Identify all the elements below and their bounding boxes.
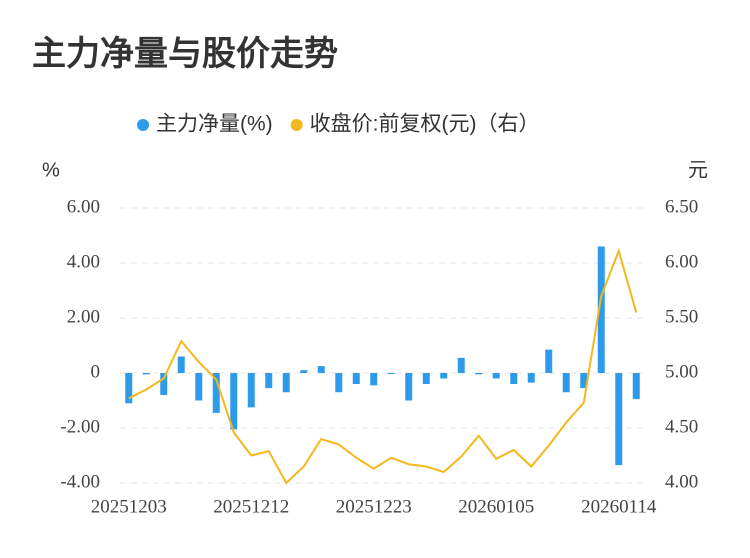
y2-tick-label: 4.00 — [665, 471, 698, 492]
bar — [282, 373, 290, 393]
price-line — [128, 247, 638, 485]
bar — [177, 356, 185, 373]
bar — [195, 373, 203, 401]
bar — [457, 357, 465, 373]
chart-title: 主力净量与股价走势 — [32, 35, 338, 73]
y-tick-label: -2.00 — [60, 416, 100, 437]
y2-tick-label: 5.00 — [665, 361, 698, 382]
bar — [580, 373, 588, 389]
bar — [510, 373, 518, 384]
bar — [352, 373, 360, 384]
bar — [440, 373, 448, 379]
bar — [335, 373, 343, 393]
x-tick-label: 20260105 — [458, 496, 534, 517]
bar — [615, 373, 623, 466]
y-tick-label: -4.00 — [60, 471, 100, 492]
bar — [317, 366, 325, 373]
bar — [300, 370, 308, 373]
y-tick-label: 6.00 — [67, 196, 100, 217]
legend-swatch — [137, 119, 149, 131]
y2-axis-label: 元 — [688, 159, 708, 181]
bar — [492, 373, 500, 379]
bar — [632, 373, 640, 400]
bar — [545, 349, 553, 373]
legend-label: 主力净量(%) — [156, 113, 273, 136]
bar — [562, 373, 570, 393]
x-tick-label: 20260114 — [581, 496, 657, 517]
y-axis-label: % — [42, 159, 60, 181]
bar — [265, 373, 273, 389]
bar — [230, 373, 238, 430]
bar — [370, 373, 378, 386]
bar — [475, 373, 483, 375]
y-tick-label: 0 — [91, 361, 101, 382]
bar — [422, 373, 430, 384]
legend-label: 收盘价:前复权(元)（右） — [310, 113, 540, 136]
y-tick-label: 2.00 — [67, 306, 100, 327]
x-tick-label: 20251223 — [336, 496, 412, 517]
bar — [160, 373, 168, 395]
bar — [125, 373, 133, 404]
bar — [247, 373, 255, 408]
x-tick-label: 20251203 — [91, 496, 167, 517]
bar — [142, 373, 150, 375]
y2-tick-label: 6.00 — [665, 251, 698, 272]
legend-swatch — [290, 119, 303, 131]
bar — [387, 373, 395, 374]
y2-tick-label: 6.50 — [665, 196, 698, 217]
y-tick-label: 4.00 — [67, 251, 100, 272]
y2-tick-label: 4.50 — [665, 416, 698, 437]
x-tick-label: 20251212 — [213, 496, 289, 517]
y2-tick-label: 5.50 — [665, 306, 698, 327]
bar — [212, 373, 220, 413]
bar — [597, 246, 605, 373]
bar — [527, 373, 535, 383]
bar — [405, 373, 413, 401]
